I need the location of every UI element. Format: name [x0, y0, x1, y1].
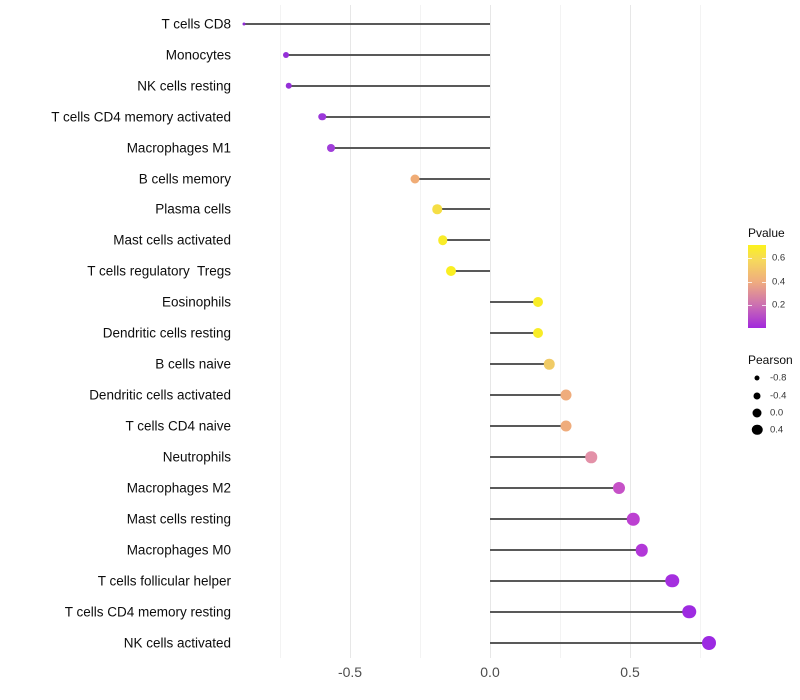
category-label: B cells naive	[155, 356, 231, 372]
x-axis-tick-label: -0.5	[337, 664, 363, 680]
pearson-legend-dot	[754, 375, 760, 381]
pvalue-tick-label: 0.2	[772, 299, 786, 311]
category-label: Dendritic cells resting	[102, 325, 231, 341]
pvalue-tick-label: 0.4	[772, 276, 786, 288]
data-point	[410, 174, 420, 183]
pvalue-legend-title: Pvalue	[748, 226, 785, 240]
gridline	[350, 5, 352, 658]
data-point	[318, 112, 327, 121]
pvalue-bar-notch	[762, 305, 766, 306]
data-point	[560, 420, 572, 432]
x-axis-tick-label: 0.5	[620, 664, 640, 680]
lollipop-stem	[490, 487, 620, 490]
pvalue-bar-notch	[762, 282, 766, 283]
pearson-legend-title: Pearson	[748, 353, 793, 367]
lollipop-stem	[322, 115, 491, 118]
category-label: Monocytes	[165, 47, 231, 63]
data-point	[613, 482, 626, 495]
pearson-legend-label: 0.4	[770, 424, 784, 435]
gridline	[560, 5, 562, 658]
lollipop-stem	[490, 363, 550, 366]
pvalue-bar-notch	[748, 282, 752, 283]
lollipop-stem	[451, 270, 491, 273]
pvalue-tick-label: 0.6	[772, 252, 786, 264]
data-point	[242, 22, 246, 26]
plot-panel	[237, 5, 713, 658]
data-point	[543, 359, 555, 370]
data-point	[682, 605, 696, 619]
gridline	[420, 5, 422, 658]
pvalue-bar-notch	[762, 258, 766, 259]
data-point	[626, 512, 640, 526]
gridline	[700, 5, 702, 658]
lollipop-stem	[490, 610, 690, 613]
category-label: Mast cells resting	[126, 511, 231, 527]
data-point	[635, 543, 648, 557]
category-label: Macrophages M2	[126, 480, 231, 496]
category-label: Neutrophils	[162, 449, 231, 465]
category-label: NK cells resting	[137, 78, 231, 94]
data-point	[285, 82, 292, 89]
pearson-legend-label: -0.4	[770, 390, 787, 402]
data-point	[437, 235, 448, 246]
category-label: T cells regulatory Tregs	[87, 263, 231, 279]
data-point	[701, 635, 716, 650]
pvalue-bar-notch	[748, 258, 752, 259]
category-label: Macrophages M0	[126, 542, 231, 558]
data-point	[585, 451, 597, 463]
lollipop-stem	[243, 22, 491, 25]
pvalue-gradient-bar	[748, 245, 766, 328]
pearson-legend-label: -0.8	[770, 372, 787, 384]
lollipop-stem	[330, 146, 491, 149]
lollipop-stem	[490, 518, 634, 521]
category-label: Macrophages M1	[126, 140, 231, 156]
lollipop-stem	[437, 208, 491, 211]
pvalue-bar-notch	[748, 305, 752, 306]
pearson-legend-dot	[751, 424, 763, 435]
gridline	[630, 5, 632, 658]
pearson-legend-label: 0.0	[770, 407, 784, 419]
data-point	[326, 143, 335, 152]
lollipop-stem	[490, 456, 592, 459]
category-label: T cells follicular helper	[97, 573, 231, 589]
lollipop-stem	[285, 53, 491, 56]
lollipop-stem	[414, 177, 491, 180]
lollipop-stem	[490, 579, 673, 582]
lollipop-stem	[490, 332, 538, 335]
data-point	[560, 389, 572, 401]
gridline	[490, 5, 492, 658]
pearson-legend-dot	[752, 408, 762, 418]
x-axis-tick-label: 0.0	[480, 664, 500, 680]
data-point	[532, 328, 543, 339]
lollipop-stem	[442, 239, 491, 242]
lollipop-stem	[288, 84, 491, 87]
data-point	[665, 574, 680, 588]
lollipop-stem	[490, 394, 566, 397]
data-point	[532, 297, 543, 308]
category-label: Mast cells activated	[113, 232, 231, 248]
category-label: NK cells activated	[123, 635, 231, 651]
data-point	[446, 266, 457, 277]
category-label: T cells CD4 naive	[125, 418, 231, 434]
pearson-legend-dot	[753, 392, 761, 400]
category-label: Plasma cells	[155, 201, 231, 217]
category-label: T cells CD4 memory activated	[51, 109, 231, 125]
lollipop-stem	[490, 425, 566, 428]
category-label: Dendritic cells activated	[89, 387, 231, 403]
category-label: T cells CD8	[161, 16, 231, 32]
lollipop-stem	[490, 549, 642, 552]
lollipop-stem	[490, 641, 709, 644]
data-point	[432, 204, 442, 215]
lollipop-stem	[490, 301, 538, 304]
data-point	[282, 51, 289, 58]
category-label: B cells memory	[138, 171, 231, 186]
category-label: Eosinophils	[161, 294, 231, 310]
gridline	[280, 5, 282, 658]
category-label: T cells CD4 memory resting	[64, 604, 231, 620]
